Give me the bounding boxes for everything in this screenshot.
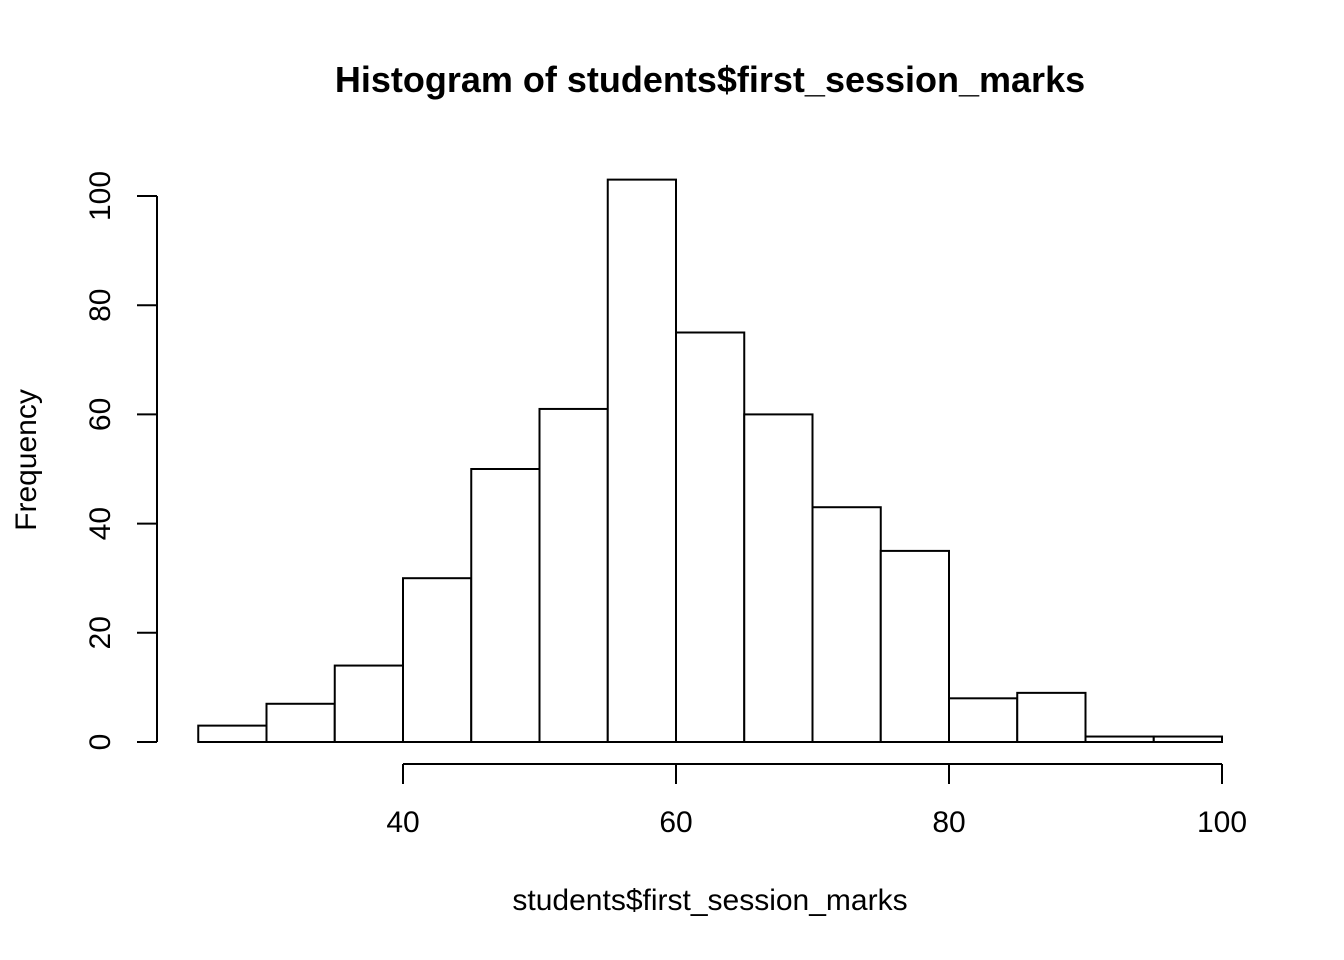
histogram-bar-40-45 <box>402 577 473 744</box>
y-tick-label: 20 <box>84 616 117 649</box>
histogram-bar-75-80 <box>879 549 950 744</box>
histogram-bars <box>197 178 1223 744</box>
histogram-bar-55-60 <box>606 178 677 743</box>
histogram-bar-90-95 <box>1084 735 1155 743</box>
y-tick-label: 100 <box>84 171 117 221</box>
histogram-bar-65-70 <box>743 413 814 743</box>
histogram-bar-45-50 <box>470 468 541 743</box>
x-tick-label: 40 <box>386 806 419 839</box>
x-axis: 40 60 80 100 <box>386 763 1247 839</box>
y-tick-label: 80 <box>84 289 117 322</box>
x-tick-label: 60 <box>659 806 692 839</box>
chart-title: Histogram of students$first_session_mark… <box>335 59 1085 100</box>
histogram-bar-60-65 <box>675 331 746 743</box>
histogram-bar-25-30 <box>197 724 268 743</box>
x-tick-label: 100 <box>1197 806 1247 839</box>
histogram-bar-85-90 <box>1016 691 1087 743</box>
y-axis-title: Frequency <box>10 389 43 531</box>
y-tick-label: 40 <box>84 507 117 540</box>
histogram-bar-30-35 <box>265 702 336 744</box>
x-axis-title: students$first_session_marks <box>512 884 907 917</box>
histogram-bar-35-40 <box>333 664 404 743</box>
y-axis: 0 20 40 60 80 100 <box>84 171 158 751</box>
y-tick-label: 60 <box>84 398 117 431</box>
histogram-bar-80-85 <box>948 697 1019 744</box>
x-tick-label: 80 <box>932 806 965 839</box>
y-tick-label: 0 <box>84 734 117 751</box>
histogram-bar-70-75 <box>811 506 882 743</box>
histogram-bar-50-55 <box>538 407 609 743</box>
histogram-bar-95-100 <box>1152 735 1223 743</box>
